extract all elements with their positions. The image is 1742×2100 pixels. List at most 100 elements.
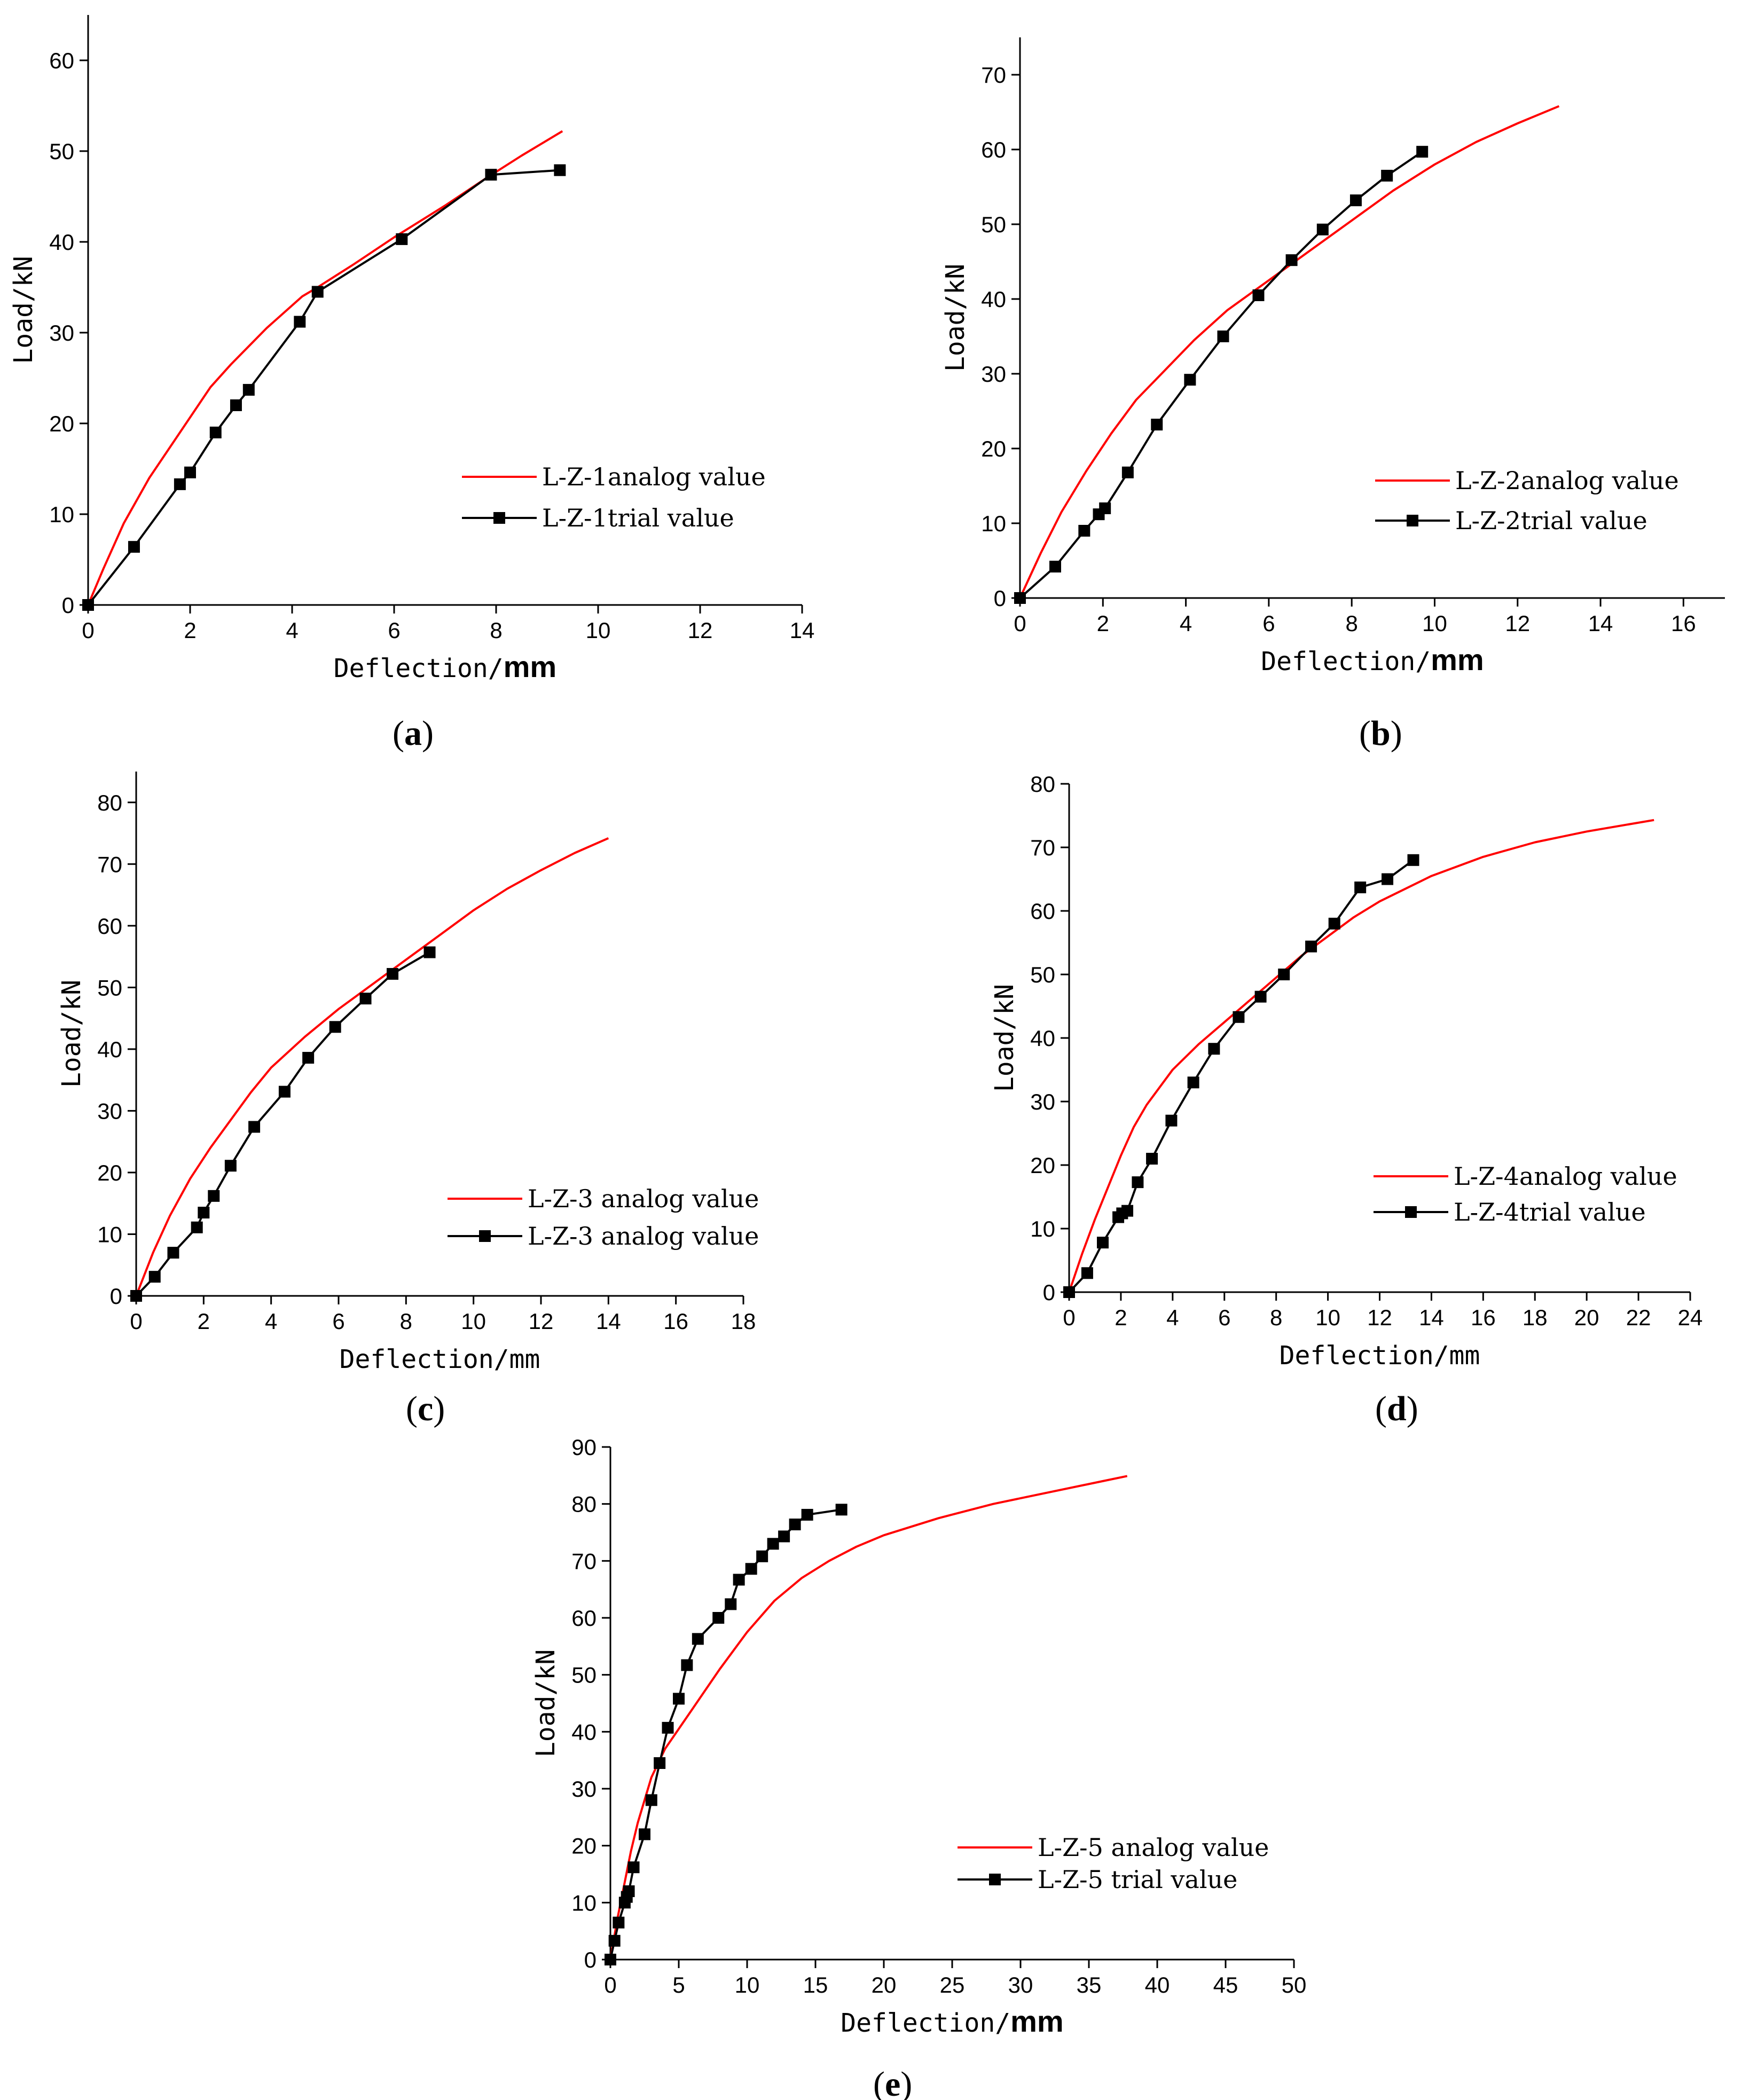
data-point-marker xyxy=(627,1861,640,1874)
data-point-marker xyxy=(1165,1114,1178,1127)
data-point-marker xyxy=(242,384,255,396)
data-point-marker xyxy=(733,1574,745,1586)
y-tick-label: 40 xyxy=(97,1037,122,1062)
y-tick-label: 60 xyxy=(571,1606,597,1631)
data-point-marker xyxy=(329,1021,341,1033)
data-point-marker xyxy=(1407,854,1419,866)
data-point-marker xyxy=(605,1954,616,1965)
data-point-marker xyxy=(359,993,372,1005)
data-point-marker xyxy=(692,1633,704,1645)
legend-marker xyxy=(1405,1206,1417,1218)
data-point-marker xyxy=(554,164,566,176)
y-tick-label: 50 xyxy=(981,212,1006,237)
data-point-marker xyxy=(1382,873,1394,885)
x-tick-label: 8 xyxy=(1270,1305,1282,1330)
y-tick-label: 20 xyxy=(1030,1153,1055,1178)
data-point-marker xyxy=(1416,146,1429,158)
legend-label: L-Z-4trial value xyxy=(1454,1198,1646,1226)
data-point-marker xyxy=(1278,969,1290,980)
y-tick-label: 90 xyxy=(571,1435,597,1460)
data-point-marker xyxy=(725,1598,737,1610)
data-point-marker xyxy=(302,1052,315,1064)
data-point-marker xyxy=(1049,561,1061,573)
y-tick-label: 50 xyxy=(97,975,122,1000)
y-tick-label: 0 xyxy=(1043,1280,1055,1305)
legend-label: L-Z-5 trial value xyxy=(1038,1865,1237,1894)
data-point-marker xyxy=(623,1885,635,1897)
x-axis-label-text: Deflection/mm xyxy=(1280,1341,1480,1371)
data-point-marker xyxy=(681,1659,693,1671)
panel-caption-letter: c xyxy=(418,1389,433,1428)
chart-panel-a: 0 2 4 6 8 10 12 14 0 10 20 30 40 50 60 Deflection/mm Loa… xyxy=(9,15,814,753)
y-tick-label: 20 xyxy=(981,436,1006,461)
panel-caption-letter: d xyxy=(1387,1389,1407,1428)
data-point-marker xyxy=(801,1508,813,1521)
data-point-marker xyxy=(311,286,324,298)
x-tick-label: 18 xyxy=(731,1309,756,1334)
legend-label: L-Z-3 analog value xyxy=(528,1184,759,1213)
y-tick-label: 10 xyxy=(1030,1216,1055,1241)
legend-label: L-Z-2trial value xyxy=(1455,506,1647,535)
x-tick-label: 20 xyxy=(1574,1305,1599,1330)
panel-caption-letter: b xyxy=(1371,714,1391,753)
y-tick-label: 20 xyxy=(97,1160,122,1185)
data-point-marker xyxy=(673,1693,685,1705)
data-point-marker xyxy=(1349,194,1362,207)
x-tick-label: 22 xyxy=(1626,1305,1651,1330)
data-point-marker xyxy=(148,1271,161,1283)
data-point-marker xyxy=(396,233,408,245)
x-axis-label-text: Deflection/ xyxy=(841,2008,1010,2038)
x-tick-label: 12 xyxy=(1367,1305,1392,1330)
x-tick-label: 14 xyxy=(790,618,815,643)
x-tick-label: 45 xyxy=(1213,1972,1238,1997)
data-point-marker xyxy=(1316,223,1329,235)
data-point-marker xyxy=(1121,1205,1134,1217)
panel-caption: (e) xyxy=(873,2065,912,2100)
data-point-marker xyxy=(82,599,94,611)
x-tick-label: 2 xyxy=(184,618,196,643)
panel-caption-close: ) xyxy=(433,1389,445,1428)
x-tick-label: 18 xyxy=(1523,1305,1548,1330)
x-tick-label: 4 xyxy=(286,618,298,643)
y-tick-label: 60 xyxy=(49,48,74,73)
panel-caption: (b) xyxy=(1359,714,1402,753)
data-point-marker xyxy=(1146,1153,1158,1165)
y-tick-label: 10 xyxy=(981,511,1006,536)
series-line-analog xyxy=(609,1475,1128,1960)
x-tick-label: 25 xyxy=(940,1972,965,1997)
x-tick-label: 40 xyxy=(1145,1972,1170,1997)
y-tick-label: 70 xyxy=(97,852,122,877)
legend-marker xyxy=(493,512,505,524)
x-tick-label: 6 xyxy=(332,1309,344,1334)
x-tick-label: 30 xyxy=(1008,1972,1033,1997)
series-line-trial xyxy=(135,951,430,1297)
y-tick-label: 30 xyxy=(981,361,1006,387)
data-point-marker xyxy=(745,1563,757,1575)
x-axis-label-text: Deflection/ xyxy=(334,654,504,683)
x-axis-unit: mm xyxy=(504,650,557,683)
x-axis-unit: mm xyxy=(1431,643,1484,677)
series-line-analog xyxy=(1068,819,1654,1293)
x-tick-label: 2 xyxy=(1097,611,1109,636)
x-tick-label: 14 xyxy=(1588,611,1613,636)
panel-caption-open: ( xyxy=(406,1389,418,1428)
panel-caption-open: ( xyxy=(1359,714,1371,753)
x-tick-label: 16 xyxy=(1471,1305,1496,1330)
y-tick-label: 70 xyxy=(1030,835,1055,860)
y-tick-label: 80 xyxy=(97,790,122,815)
data-point-marker xyxy=(1252,289,1265,301)
x-tick-label: 10 xyxy=(461,1309,486,1334)
data-point-marker xyxy=(208,1190,220,1202)
legend-label: L-Z-2analog value xyxy=(1455,466,1679,495)
data-point-marker xyxy=(1254,990,1267,1003)
panel-caption-open: ( xyxy=(1375,1389,1387,1428)
x-tick-label: 12 xyxy=(529,1309,554,1334)
legend-marker xyxy=(1407,515,1418,526)
data-point-marker xyxy=(1184,374,1196,386)
data-point-marker xyxy=(387,968,399,980)
data-point-marker xyxy=(209,427,222,438)
data-point-marker xyxy=(1233,1011,1245,1023)
y-tick-label: 60 xyxy=(97,914,122,939)
x-tick-label: 24 xyxy=(1678,1305,1703,1330)
panel-caption-letter: e xyxy=(885,2065,900,2100)
